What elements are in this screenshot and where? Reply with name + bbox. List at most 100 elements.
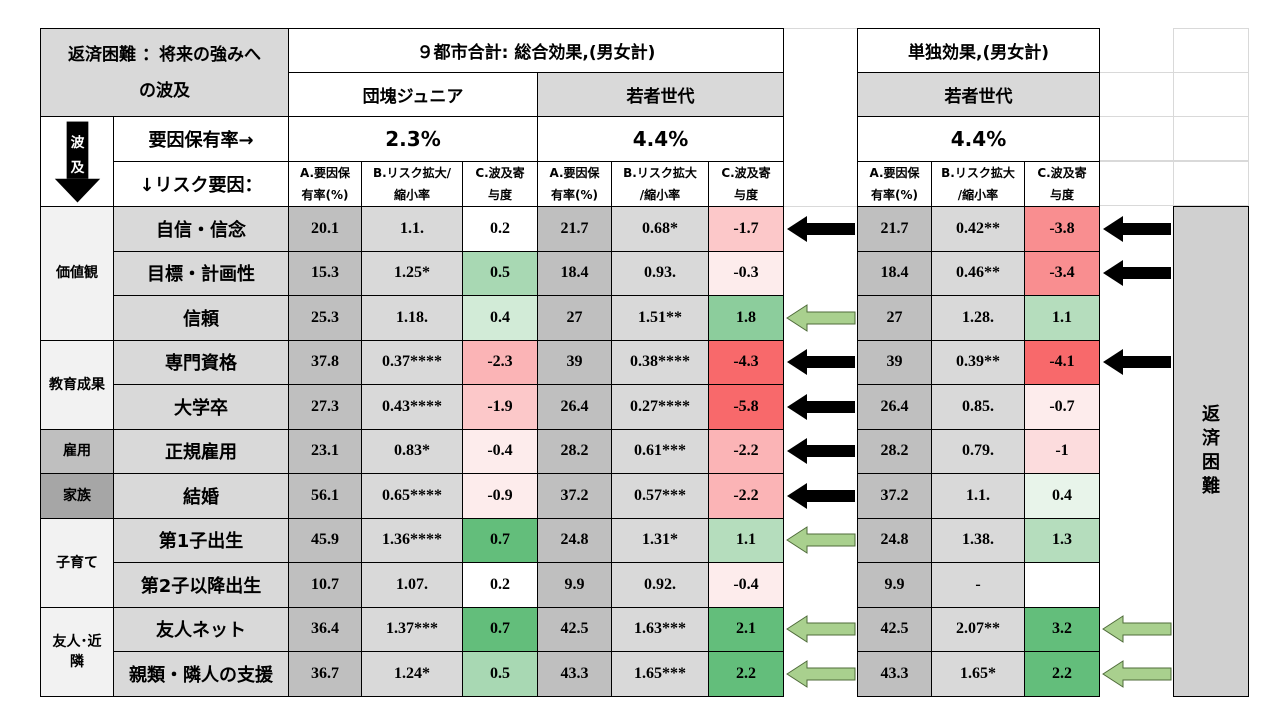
- dankai-b-value: 1.25*: [361, 250, 463, 296]
- group-label-line-0: 子育て: [56, 554, 98, 571]
- group-label: 教育成果: [40, 339, 114, 430]
- wakamono2-c-value: -4.1: [1024, 339, 1100, 385]
- col-b-header-line-0: B.リスク拡大: [623, 166, 697, 180]
- group-label-line-0: 友人･近: [52, 633, 102, 650]
- col-a-header-line-1: 有率(%): [301, 188, 349, 202]
- arrow-slot: [1099, 562, 1174, 608]
- dankai-c-value: -0.4: [462, 428, 538, 474]
- dankai-b-value: 0.37****: [361, 339, 463, 385]
- wakamono2-a-value: 21.7: [857, 206, 932, 252]
- wakamono1-a-value: 39: [537, 339, 612, 385]
- arrow-char-1: 波: [71, 134, 85, 151]
- down-arrow-icon: 波及: [54, 121, 101, 202]
- left-arrow-black-icon: [786, 393, 855, 420]
- wakamono1-a-value: 9.9: [537, 562, 612, 608]
- wakamono2-a-value: 37.2: [857, 473, 932, 519]
- col-c-header-line-1: 与度: [733, 188, 758, 202]
- arrow-slot: [783, 562, 858, 608]
- dankai-a-value: 56.1: [288, 473, 362, 519]
- col-b-header-line-1: /縮小率: [639, 188, 681, 202]
- empty-cell: [1099, 161, 1174, 206]
- left-arrow-green-icon: [785, 526, 855, 555]
- rate-dankai: 2.3%: [288, 116, 538, 162]
- table-title-line-1: の波及: [139, 80, 190, 101]
- wakamono1-a-value: 28.2: [537, 428, 612, 474]
- rate-wakamono1: 4.4%: [537, 116, 784, 162]
- wakamono1-c-value: -5.8: [708, 384, 784, 430]
- rate-row-label: 要因保有率→: [113, 116, 289, 162]
- dankai-c-value: -1.9: [462, 384, 538, 430]
- wakamono2-a-value: 26.4: [857, 384, 932, 430]
- side-label-repayment-difficulty: 返済困難: [1173, 206, 1249, 697]
- col-c-header-line-0: C.波及寄: [1037, 166, 1087, 180]
- left-arrow-green-icon: [1101, 615, 1171, 644]
- wakamono2-c-value: -3.4: [1024, 250, 1100, 296]
- arrow-slot: [783, 295, 858, 341]
- arrow-slot: [783, 251, 858, 297]
- wakamono1-b-value: 0.61***: [611, 428, 709, 474]
- empty-cell: [1173, 116, 1249, 161]
- wakamono1-a-value: 42.5: [537, 606, 612, 652]
- dankai-b-value: 0.83*: [361, 428, 463, 474]
- table-title: 返済困難 ：将来の強みへ の波及: [40, 28, 289, 117]
- arrow-char-2: 及: [71, 159, 85, 175]
- dankai-c-value: 0.5: [462, 651, 538, 697]
- wakamono2-a-value: 39: [857, 339, 932, 385]
- risk-factor-label: 第1子出生: [113, 517, 289, 563]
- dankai-a-value: 36.4: [288, 606, 362, 652]
- wakamono2-b-value: 2.07**: [931, 606, 1025, 652]
- arrow-slot: [1099, 607, 1174, 653]
- dankai-b-value: 1.1.: [361, 206, 463, 252]
- arrow-slot: [1099, 251, 1174, 297]
- wakamono1-c-value: -4.3: [708, 339, 784, 385]
- col-a-header: A.要因保有率(%): [288, 161, 362, 207]
- col-c-header-line-0: C.波及寄: [721, 166, 771, 180]
- wakamono2-a-value: 24.8: [857, 517, 932, 563]
- col-b-header: B.リスク拡大/縮小率: [361, 161, 463, 207]
- wakamono1-a-value: 21.7: [537, 206, 612, 252]
- dankai-a-value: 20.1: [288, 206, 362, 252]
- wakamono1-c-value: -1.7: [708, 206, 784, 252]
- left-arrow-black-icon: [1102, 349, 1171, 376]
- wakamono2-b-value: 1.38.: [931, 517, 1025, 563]
- group-label: 子育て: [40, 517, 114, 608]
- risk-factor-label: 親類・隣人の支援: [113, 651, 289, 697]
- side-label-repayment-difficulty-line-1: 済: [1202, 428, 1220, 450]
- group-label: 雇用: [40, 428, 114, 474]
- wakamono2-c-value: 1.3: [1024, 517, 1100, 563]
- wakamono1-b-value: 0.27****: [611, 384, 709, 430]
- col-b-header-line-1: /縮小率: [957, 188, 999, 202]
- col-c-header-line-0: C.波及寄: [475, 166, 525, 180]
- wakamono2-a-value: 43.3: [857, 651, 932, 697]
- empty-cell: [1173, 72, 1249, 117]
- left-arrow-black-icon: [786, 482, 855, 509]
- group-wakamono2: 若者世代: [857, 72, 1100, 117]
- dankai-b-value: 1.36****: [361, 517, 463, 563]
- dankai-b-value: 1.07.: [361, 562, 463, 608]
- left-arrow-green-icon: [785, 615, 855, 644]
- group-label-line-0: 雇用: [63, 443, 91, 460]
- arrow-slot: [1099, 473, 1174, 519]
- arrow-slot: [783, 651, 858, 697]
- col-a-header-line-0: A.要因保: [299, 166, 351, 180]
- col-c-header: C.波及寄 与度: [462, 161, 538, 207]
- side-label-repayment-difficulty-line-2: 困: [1202, 452, 1220, 474]
- dankai-a-value: 36.7: [288, 651, 362, 697]
- arrow-slot: [1099, 340, 1174, 386]
- dankai-c-value: -2.3: [462, 339, 538, 385]
- group-label-line-0: 価値観: [56, 265, 98, 282]
- wakamono2-b-value: 1.1.: [931, 473, 1025, 519]
- left-arrow-black-icon: [786, 215, 855, 242]
- wakamono1-c-value: 1.8: [708, 295, 784, 341]
- wakamono1-b-value: 1.65***: [611, 651, 709, 697]
- col-b-header-line-1: 縮小率: [393, 188, 430, 202]
- wakamono1-b-value: 0.93.: [611, 250, 709, 296]
- rate-wakamono2: 4.4%: [857, 116, 1100, 162]
- col-b-header: B.リスク拡大/縮小率: [611, 161, 709, 207]
- group-label: 家族: [40, 473, 114, 519]
- risk-factor-label: 大学卒: [113, 384, 289, 430]
- dankai-c-value: 0.5: [462, 250, 538, 296]
- wakamono1-c-value: -0.3: [708, 250, 784, 296]
- group-dankai: 団塊ジュニア: [288, 72, 538, 117]
- wakamono1-a-value: 26.4: [537, 384, 612, 430]
